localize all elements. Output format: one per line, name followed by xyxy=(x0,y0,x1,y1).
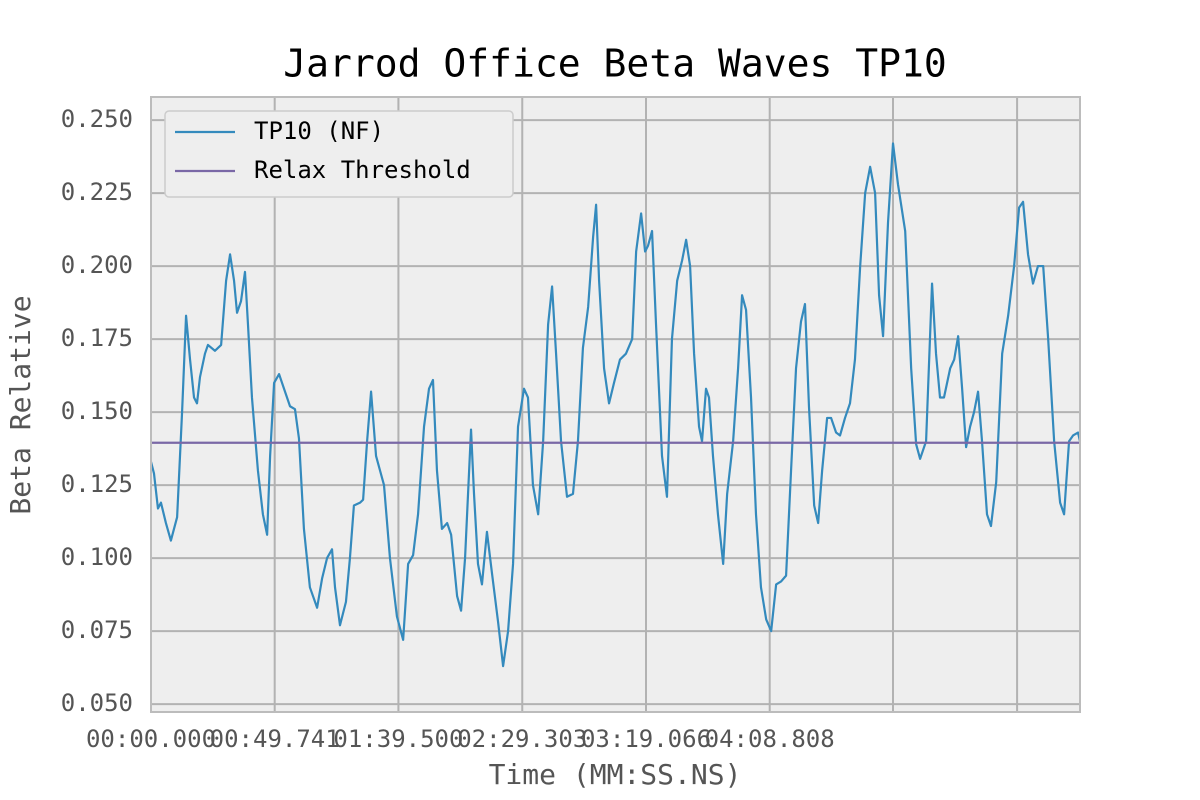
y-tick-label: 0.075 xyxy=(61,616,133,644)
y-tick-label: 0.100 xyxy=(61,543,133,571)
x-tick-label: 02:29.303 xyxy=(457,725,587,753)
legend-label: TP10 (NF) xyxy=(254,117,384,145)
x-tick-label: 00:49.741 xyxy=(210,725,340,753)
y-tick-label: 0.050 xyxy=(61,689,133,717)
y-tick-label: 0.225 xyxy=(61,178,133,206)
plot-frame xyxy=(150,96,1081,713)
data-line xyxy=(149,142,1082,668)
legend-box xyxy=(164,110,514,198)
y-tick-label: 0.200 xyxy=(61,251,133,279)
x-tick-label: 04:08.808 xyxy=(705,725,835,753)
x-tick-label: 00:00.000 xyxy=(86,725,216,753)
y-tick-label: 0.150 xyxy=(61,397,133,425)
x-axis-label: Time (MM:SS.NS) xyxy=(489,758,742,791)
x-tick-label: 01:39.500 xyxy=(333,725,463,753)
x-tick-label: 03:19.066 xyxy=(581,725,711,753)
chart-title: Jarrod Office Beta Waves TP10 xyxy=(283,42,946,86)
y-tick-label: 0.175 xyxy=(61,324,133,352)
y-tick-label: 0.250 xyxy=(61,105,133,133)
plot-area xyxy=(151,97,1080,712)
y-axis-label: Beta Relative xyxy=(4,295,37,514)
y-tick-label: 0.125 xyxy=(61,470,133,498)
legend-label: Relax Threshold xyxy=(254,156,471,184)
